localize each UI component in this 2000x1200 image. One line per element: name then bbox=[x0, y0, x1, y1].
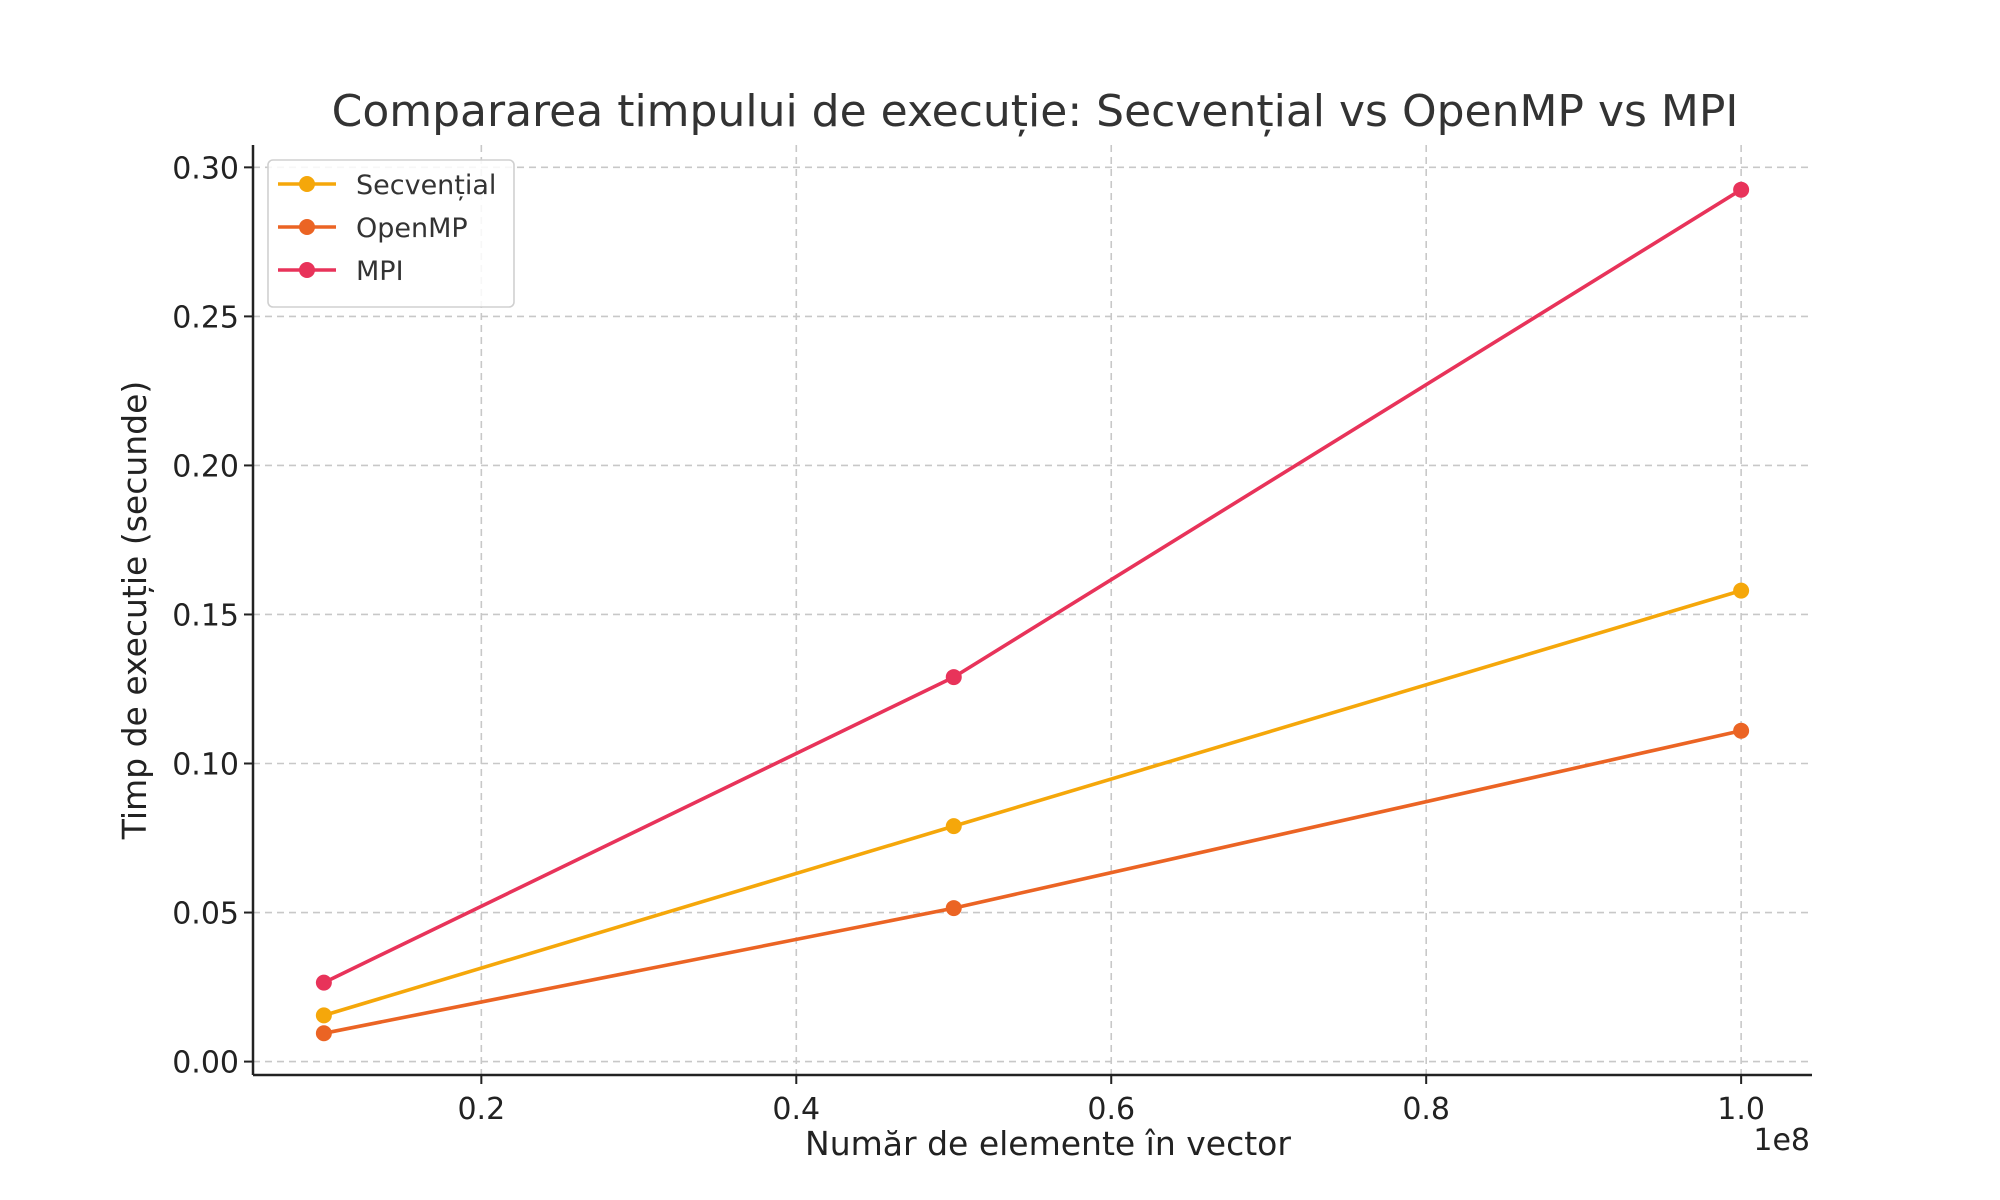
y-tick-label: 0.10 bbox=[172, 748, 239, 783]
data-point bbox=[315, 1025, 332, 1042]
data-point bbox=[315, 1007, 332, 1024]
y-tick-label: 0.30 bbox=[172, 151, 239, 186]
x-tick-label: 0.2 bbox=[457, 1092, 505, 1127]
series-line bbox=[323, 188, 1743, 985]
axes: 0.2 0.4 0.6 0.8 1.0 0.00 0.05 0.10 0.15 0.20 0.25 0… bbox=[172, 145, 1812, 1127]
series-mpi bbox=[315, 181, 1750, 991]
data-point bbox=[315, 974, 332, 991]
data-point bbox=[1733, 181, 1750, 198]
legend-swatch-marker bbox=[299, 176, 315, 192]
x-axis-label: Număr de elemente în vector bbox=[805, 1124, 1291, 1163]
legend-item: OpenMP bbox=[278, 213, 468, 244]
grid bbox=[253, 145, 1812, 1075]
y-axis-label: Timp de execuție (secunde) bbox=[115, 381, 155, 841]
legend-label: OpenMP bbox=[356, 213, 468, 244]
y-tick-label: 0.00 bbox=[172, 1046, 239, 1081]
series-line bbox=[323, 588, 1742, 1018]
data-point bbox=[945, 900, 962, 917]
series-secven-ial bbox=[315, 582, 1750, 1024]
x-tick-label: 0.6 bbox=[1087, 1092, 1135, 1127]
y-tick-label: 0.05 bbox=[172, 897, 239, 932]
series-openmp bbox=[315, 722, 1750, 1042]
x-tick-label: 0.4 bbox=[772, 1092, 820, 1127]
legend-swatch-marker bbox=[299, 219, 315, 235]
data-point bbox=[945, 669, 962, 686]
plot-series bbox=[315, 181, 1750, 1042]
data-point bbox=[1733, 722, 1750, 739]
y-tick-label: 0.20 bbox=[172, 449, 239, 484]
data-point bbox=[945, 818, 962, 835]
legend-label: Secvențial bbox=[356, 170, 496, 201]
legend-item: MPI bbox=[278, 256, 404, 287]
legend: Secvențial OpenMP MPI bbox=[267, 159, 515, 308]
legend-item: Secvențial bbox=[278, 170, 496, 201]
x-tick-label: 1.0 bbox=[1717, 1092, 1765, 1127]
x-axis-offset-label: 1e8 bbox=[1753, 1123, 1810, 1158]
series-line bbox=[323, 728, 1742, 1036]
x-tick-label: 0.8 bbox=[1402, 1092, 1450, 1127]
chart-title: Compararea timpului de execuție: Secvenț… bbox=[332, 86, 1739, 137]
data-point bbox=[1733, 582, 1750, 599]
y-tick-label: 0.15 bbox=[172, 598, 239, 633]
legend-label: MPI bbox=[356, 256, 404, 287]
legend-swatch-marker bbox=[299, 262, 315, 278]
y-tick-label: 0.25 bbox=[172, 300, 239, 335]
